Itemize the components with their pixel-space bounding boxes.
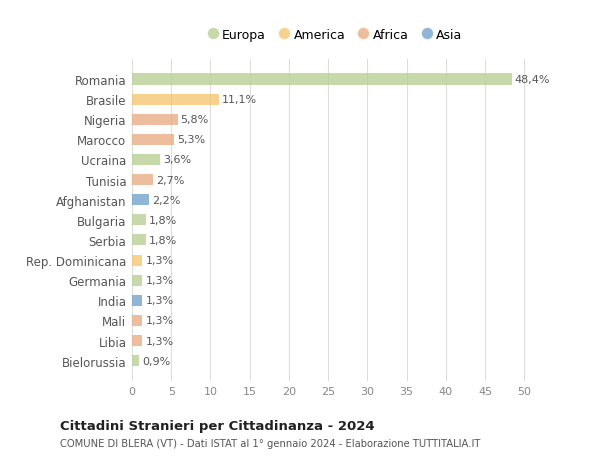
Text: COMUNE DI BLERA (VT) - Dati ISTAT al 1° gennaio 2024 - Elaborazione TUTTITALIA.I: COMUNE DI BLERA (VT) - Dati ISTAT al 1° …	[60, 438, 481, 448]
Text: Cittadini Stranieri per Cittadinanza - 2024: Cittadini Stranieri per Cittadinanza - 2…	[60, 419, 374, 431]
Bar	[132, 174, 153, 186]
Bar	[132, 255, 142, 266]
Text: 5,3%: 5,3%	[177, 135, 205, 145]
Text: 5,8%: 5,8%	[181, 115, 209, 125]
Text: 1,3%: 1,3%	[145, 256, 173, 265]
Bar	[132, 335, 142, 346]
Bar	[132, 235, 146, 246]
Bar	[132, 315, 142, 326]
Text: 1,3%: 1,3%	[145, 275, 173, 285]
Bar	[132, 134, 173, 146]
Bar	[132, 155, 160, 166]
Bar	[132, 275, 142, 286]
Bar	[132, 215, 146, 226]
Text: 0,9%: 0,9%	[142, 356, 170, 366]
Text: 11,1%: 11,1%	[222, 95, 257, 105]
Text: 1,8%: 1,8%	[149, 215, 178, 225]
Text: 1,3%: 1,3%	[145, 296, 173, 306]
Legend: Europa, America, Africa, Asia: Europa, America, Africa, Asia	[209, 29, 463, 42]
Text: 1,3%: 1,3%	[145, 316, 173, 326]
Text: 48,4%: 48,4%	[515, 75, 550, 85]
Bar	[132, 95, 219, 106]
Bar	[132, 195, 149, 206]
Text: 1,8%: 1,8%	[149, 235, 178, 246]
Text: 2,2%: 2,2%	[152, 195, 181, 205]
Bar	[132, 114, 178, 125]
Bar	[132, 74, 512, 85]
Text: 1,3%: 1,3%	[145, 336, 173, 346]
Text: 2,7%: 2,7%	[157, 175, 185, 185]
Bar	[132, 355, 139, 366]
Bar	[132, 295, 142, 306]
Text: 3,6%: 3,6%	[163, 155, 191, 165]
